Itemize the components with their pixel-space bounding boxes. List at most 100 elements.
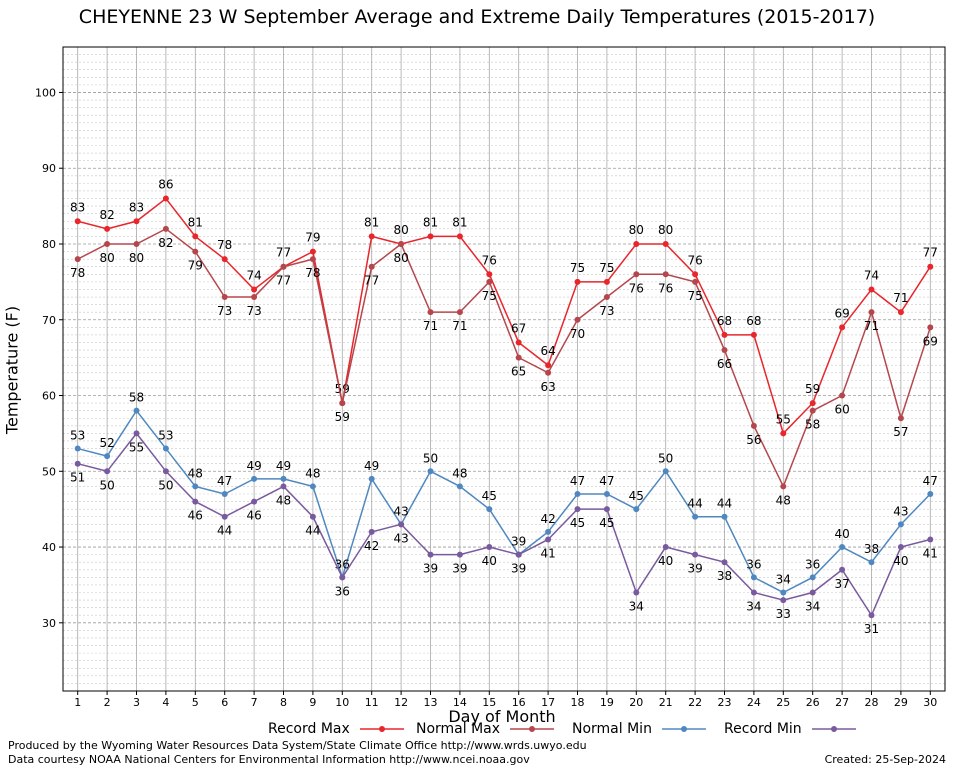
data-label: 77	[364, 274, 379, 288]
x-tick-label: 11	[365, 696, 379, 709]
data-label: 47	[570, 474, 585, 488]
legend-normal-min: Normal Min	[572, 721, 706, 737]
data-point	[780, 589, 787, 596]
data-label: 53	[158, 429, 173, 443]
series-line-normal-max	[77, 227, 932, 489]
data-point	[104, 453, 111, 460]
data-point	[162, 468, 169, 475]
data-point	[515, 339, 522, 346]
data-point	[133, 240, 140, 247]
y-tick-label: 80	[42, 238, 56, 251]
data-point	[456, 233, 463, 240]
data-label: 37	[834, 577, 849, 591]
data-label: 39	[423, 562, 438, 576]
legend-normal-max: Normal Max	[416, 721, 555, 737]
data-label: 57	[893, 425, 908, 439]
data-point	[662, 240, 669, 247]
data-label: 39	[452, 562, 467, 576]
data-label: 58	[805, 418, 820, 432]
data-label: 80	[129, 251, 144, 265]
data-point	[545, 369, 552, 376]
data-point	[427, 233, 434, 240]
data-point	[692, 513, 699, 520]
data-label: 79	[305, 231, 320, 245]
x-tick-label: 7	[251, 696, 258, 709]
data-point	[721, 347, 728, 354]
data-label: 34	[629, 600, 644, 614]
data-point	[486, 271, 493, 278]
data-point	[221, 513, 228, 520]
data-point	[192, 233, 199, 240]
data-point	[456, 309, 463, 316]
data-point	[515, 551, 522, 558]
x-tick-label: 8	[280, 696, 287, 709]
data-point	[280, 263, 287, 270]
data-label: 80	[393, 251, 408, 265]
legend-record-min-label: Record Min	[724, 721, 802, 737]
data-label: 49	[364, 459, 379, 473]
data-label: 76	[687, 253, 702, 267]
data-point	[750, 574, 757, 581]
legend-normal-max-label: Normal Max	[416, 721, 501, 737]
data-point	[721, 513, 728, 520]
data-label: 77	[276, 274, 291, 288]
data-point	[427, 468, 434, 475]
data-label: 34	[805, 600, 820, 614]
data-label: 76	[658, 281, 673, 295]
data-point	[221, 294, 228, 301]
data-label: 71	[452, 319, 467, 333]
data-point	[192, 498, 199, 505]
data-label: 75	[482, 289, 497, 303]
data-label: 59	[335, 410, 350, 424]
x-tick-label: 23	[718, 696, 732, 709]
x-tick-label: 2	[104, 696, 111, 709]
data-point	[309, 256, 316, 263]
data-label: 73	[217, 304, 232, 318]
data-point	[280, 483, 287, 490]
y-tick-label: 40	[42, 541, 56, 554]
data-point	[839, 544, 846, 551]
plot-border	[62, 46, 946, 692]
data-label: 38	[717, 569, 732, 583]
data-label: 39	[687, 562, 702, 576]
data-label: 58	[129, 391, 144, 405]
data-label: 80	[658, 223, 673, 237]
data-label: 55	[776, 412, 791, 426]
data-label: 59	[335, 382, 350, 396]
data-point	[133, 407, 140, 414]
x-tick-label: 9	[309, 696, 316, 709]
data-point	[162, 195, 169, 202]
data-point	[74, 256, 81, 263]
data-label: 69	[923, 334, 938, 348]
data-point	[162, 445, 169, 452]
data-point	[545, 536, 552, 543]
data-label: 49	[276, 459, 291, 473]
series-line-record-max	[77, 197, 931, 435]
data-label: 39	[511, 562, 526, 576]
data-label: 76	[629, 281, 644, 295]
data-point	[809, 574, 816, 581]
data-point	[251, 498, 258, 505]
data-point	[339, 400, 346, 407]
data-label: 71	[864, 319, 879, 333]
data-label: 41	[923, 546, 938, 560]
x-tick-label: 10	[335, 696, 349, 709]
data-point	[251, 294, 258, 301]
legend-record-max-label: Record Max	[268, 721, 350, 737]
data-label: 73	[599, 304, 614, 318]
data-label: 78	[217, 238, 232, 252]
data-point	[809, 589, 816, 596]
data-label: 82	[158, 236, 173, 250]
data-point	[839, 566, 846, 573]
credit-line-1: Produced by the Wyoming Water Resources …	[8, 739, 587, 752]
data-label: 47	[217, 474, 232, 488]
created-date: Created: 25-Sep-2024	[824, 753, 946, 766]
data-point	[780, 430, 787, 437]
data-point	[456, 551, 463, 558]
data-point	[515, 354, 522, 361]
x-tick-label: 1	[74, 696, 81, 709]
data-label: 47	[923, 474, 938, 488]
x-tick-label: 28	[865, 696, 879, 709]
data-label: 77	[923, 246, 938, 260]
data-label: 74	[246, 268, 261, 282]
